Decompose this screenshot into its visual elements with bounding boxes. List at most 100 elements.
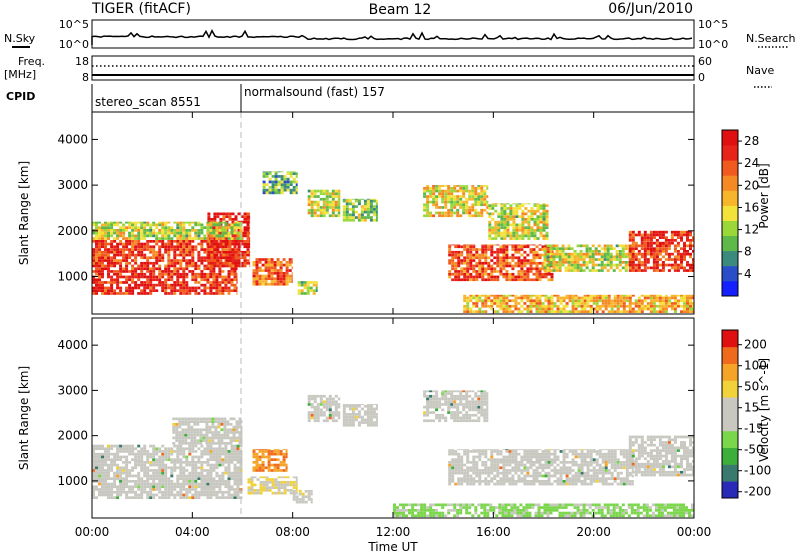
power-cell [372, 218, 376, 222]
velocity-cell [224, 466, 228, 470]
power-cell [692, 261, 694, 264]
velocity-cell [270, 458, 274, 461]
velocity-cell [211, 442, 215, 445]
power-cell [104, 289, 107, 292]
velocity-cell [161, 485, 165, 489]
power-cell [292, 180, 296, 184]
velocity-cell [203, 477, 207, 480]
power-cell [561, 261, 565, 264]
power-cell [240, 242, 244, 246]
power-cell [230, 278, 234, 282]
power-cell [276, 258, 280, 261]
power-cell [631, 302, 635, 305]
velocity-cell [441, 394, 445, 398]
power-cell [295, 180, 298, 184]
power-cell [558, 250, 562, 253]
velocity-cell [259, 480, 263, 484]
power-cell [441, 192, 445, 196]
power-cell [191, 264, 195, 268]
power-cell [167, 278, 171, 282]
velocity-cell [119, 466, 123, 470]
velocity-cell [110, 469, 114, 472]
power-cell [113, 261, 117, 265]
velocity-cell [423, 419, 427, 423]
velocity-cell [331, 411, 335, 414]
power-cell [484, 244, 488, 246]
velocity-cell [149, 477, 153, 480]
velocity-cell [285, 450, 288, 453]
power-cell [246, 234, 250, 238]
power-cell [246, 242, 250, 246]
power-cell [170, 292, 174, 295]
power-cell [337, 208, 341, 212]
power-cell [466, 302, 470, 305]
power-cell [466, 248, 470, 251]
velocity-cell [95, 485, 98, 489]
velocity-cell [220, 417, 224, 421]
power-cell [618, 250, 622, 253]
velocity-cell [206, 490, 210, 494]
power-cell [426, 214, 430, 218]
velocity-cell [134, 447, 138, 451]
velocity-cell [164, 455, 168, 459]
power-cell [624, 266, 628, 270]
power-cell [511, 264, 515, 268]
velocity-cell [203, 469, 207, 472]
power-cell [628, 233, 632, 237]
velocity-cell [447, 390, 451, 393]
power-cell [592, 302, 596, 305]
power-cell [459, 187, 463, 190]
power-cell [509, 207, 513, 210]
power-cell [494, 223, 498, 227]
power-cell [585, 252, 589, 256]
power-cell [689, 255, 692, 259]
power-cell [637, 233, 641, 237]
power-cell [591, 250, 595, 253]
power-cell [549, 250, 553, 253]
velocity-cell [223, 428, 227, 432]
power-cell [514, 248, 518, 251]
power-cell [689, 310, 692, 313]
power-cell [471, 206, 475, 209]
power-cell [140, 245, 144, 249]
power-cell [583, 304, 587, 308]
velocity-cell [149, 496, 153, 499]
velocity-cell [232, 439, 236, 442]
power-cell [520, 267, 524, 271]
power-cell [101, 264, 104, 268]
velocity-cell [191, 482, 195, 486]
power-cell [116, 250, 120, 254]
velocity-cell [143, 447, 147, 451]
velocity-cell [224, 444, 228, 448]
power-cell [152, 272, 156, 276]
power-cell [95, 270, 98, 273]
power-cell [466, 261, 470, 265]
power-cell [547, 304, 551, 308]
power-cell [209, 234, 213, 238]
power-cell [95, 234, 98, 238]
power-cell [535, 253, 539, 257]
power-cell [640, 310, 644, 313]
velocity-cell [283, 491, 287, 495]
power-cell [538, 267, 542, 271]
power-cell [289, 183, 293, 186]
power-cell [185, 237, 189, 240]
power-cell [243, 220, 247, 224]
power-cell [285, 274, 289, 278]
power-cell [692, 263, 694, 267]
power-cell [490, 304, 494, 308]
power-cell [92, 237, 95, 240]
velocity-cell [152, 477, 156, 480]
power-cell [673, 310, 677, 313]
velocity-cell [149, 452, 153, 456]
power-cell [466, 307, 470, 311]
power-cell [110, 261, 114, 265]
power-cell [680, 261, 683, 264]
velocity-cell [298, 498, 302, 501]
power-cell [216, 259, 220, 262]
power-cell [502, 259, 506, 262]
velocity-cell [143, 490, 147, 494]
power-cell [628, 239, 632, 242]
power-cell [101, 272, 104, 276]
power-cell [496, 310, 500, 313]
